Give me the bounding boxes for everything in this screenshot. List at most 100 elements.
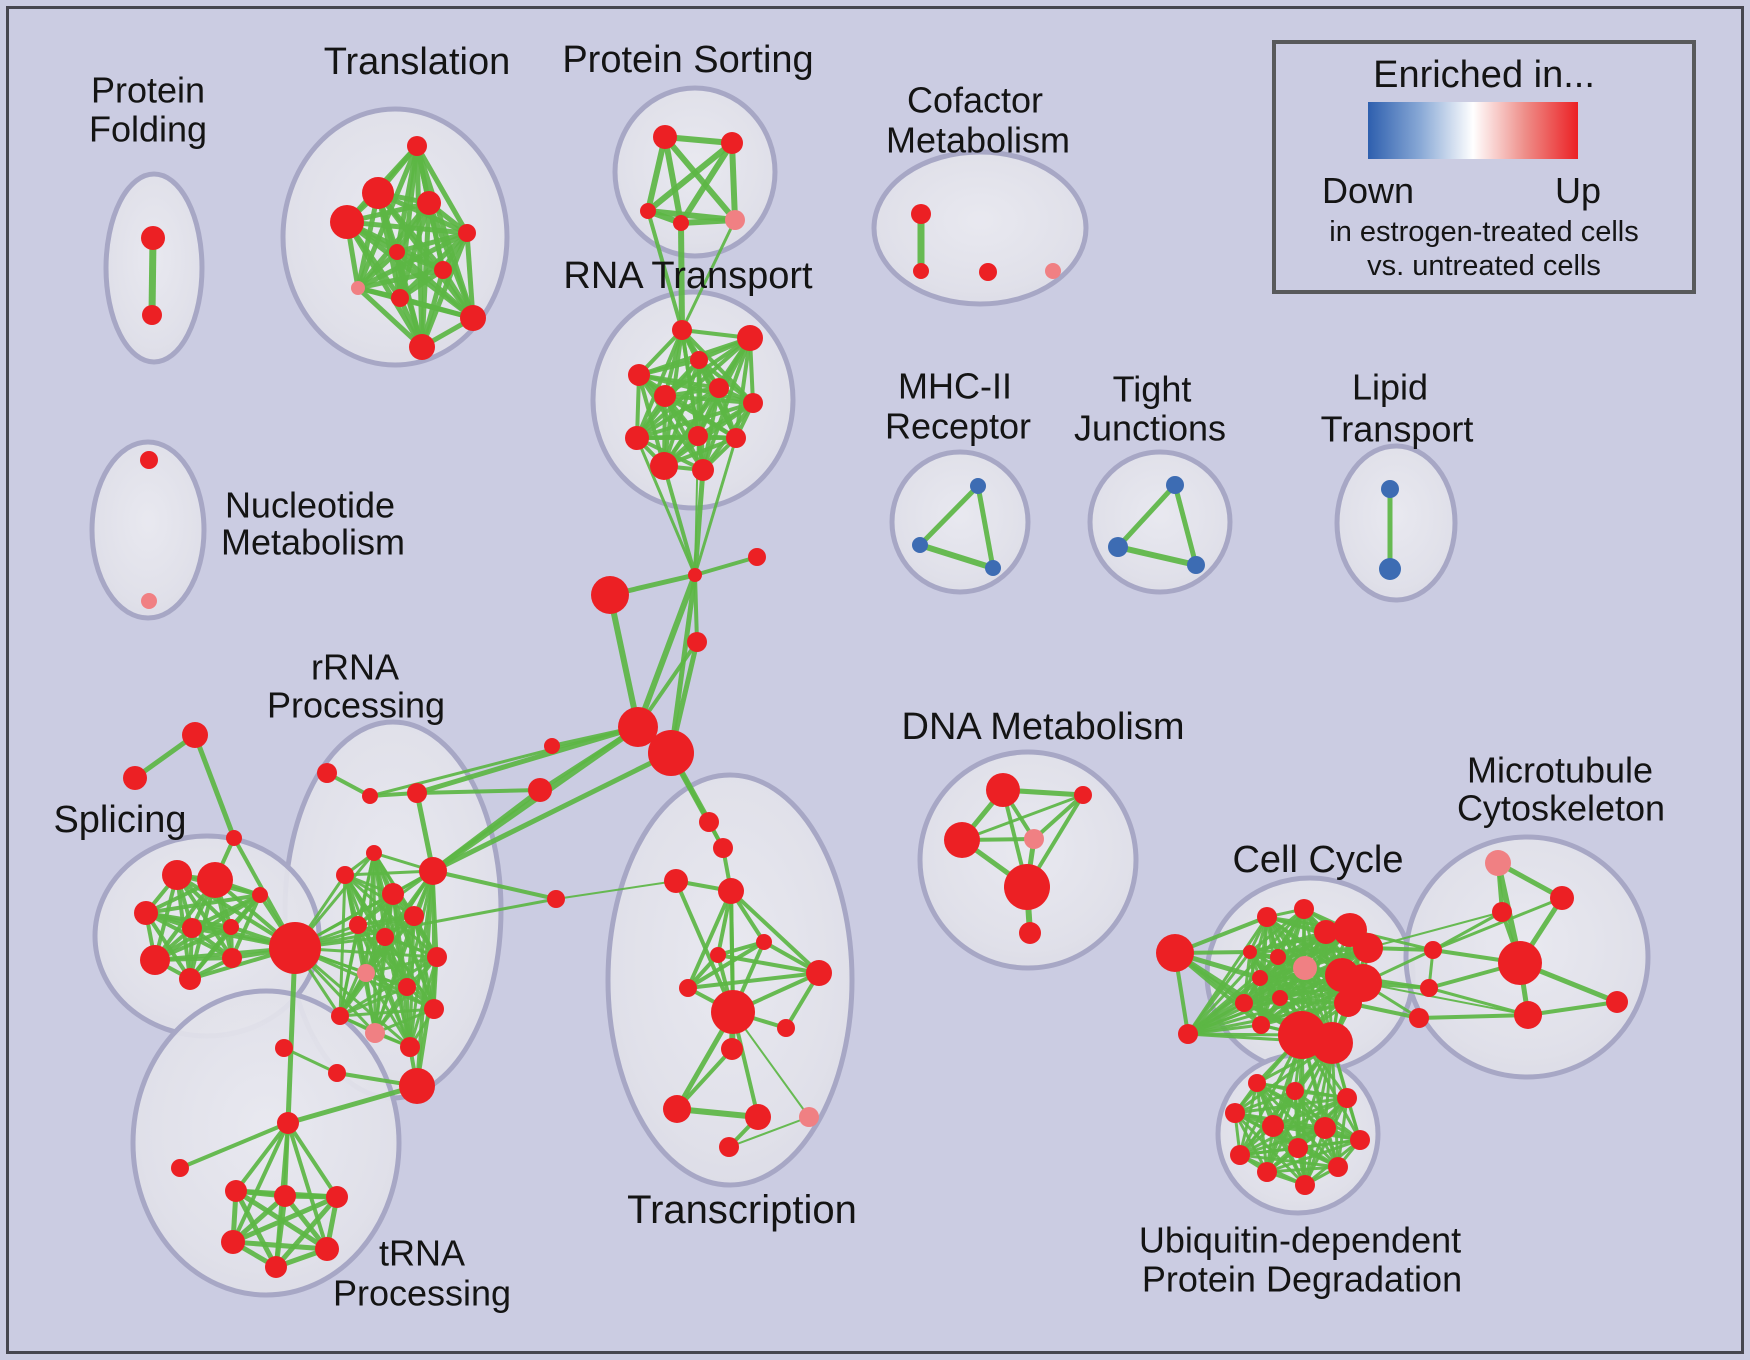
node-s3[interactable] <box>673 215 689 231</box>
node-X1[interactable] <box>544 738 560 754</box>
node-q6[interactable] <box>404 906 424 926</box>
node-e1[interactable] <box>944 822 980 858</box>
node-q2[interactable] <box>407 783 427 803</box>
node-b0[interactable] <box>1424 941 1442 959</box>
node-w2[interactable] <box>1337 1088 1357 1108</box>
node-lp0[interactable] <box>1381 480 1399 498</box>
node-d2[interactable] <box>664 869 688 893</box>
node-t10[interactable] <box>409 334 435 360</box>
node-cf2[interactable] <box>979 263 997 281</box>
node-g7[interactable] <box>265 1256 287 1278</box>
node-r3[interactable] <box>628 364 650 386</box>
node-k0[interactable] <box>1156 934 1194 972</box>
node-X3[interactable] <box>528 778 552 802</box>
node-cf0[interactable] <box>911 204 931 224</box>
node-g1[interactable] <box>171 1159 189 1177</box>
node-s2[interactable] <box>640 203 656 219</box>
node-m1[interactable] <box>912 537 928 553</box>
node-q4[interactable] <box>336 866 354 884</box>
node-r11[interactable] <box>692 459 714 481</box>
node-sph[interactable] <box>269 922 321 974</box>
node-g3[interactable] <box>274 1185 296 1207</box>
node-k16[interactable] <box>1334 989 1362 1017</box>
node-t7[interactable] <box>351 281 365 295</box>
node-k8[interactable] <box>1272 990 1288 1006</box>
node-M4[interactable] <box>687 632 707 652</box>
node-t5[interactable] <box>389 244 405 260</box>
node-m0[interactable] <box>970 478 986 494</box>
node-t8[interactable] <box>391 289 409 307</box>
node-j0[interactable] <box>1166 476 1184 494</box>
node-q10[interactable] <box>398 978 416 996</box>
node-q0[interactable] <box>317 763 337 783</box>
node-w5[interactable] <box>1314 1117 1336 1139</box>
node-M2[interactable] <box>748 548 766 566</box>
node-w8[interactable] <box>1288 1138 1308 1158</box>
node-k7[interactable] <box>1235 994 1253 1012</box>
node-b2[interactable] <box>1409 1008 1429 1028</box>
node-k10[interactable] <box>1178 1024 1198 1044</box>
node-k9[interactable] <box>1252 1016 1270 1034</box>
node-q13[interactable] <box>365 1023 385 1043</box>
node-q17[interactable] <box>275 1039 293 1057</box>
node-g2[interactable] <box>225 1180 247 1202</box>
node-w3[interactable] <box>1225 1103 1245 1123</box>
node-f1[interactable] <box>123 766 147 790</box>
node-k5[interactable] <box>1293 956 1317 980</box>
node-e4[interactable] <box>1004 864 1050 910</box>
node-d5[interactable] <box>710 947 726 963</box>
node-s4[interactable] <box>725 210 745 230</box>
node-t0[interactable] <box>407 136 427 156</box>
node-k3[interactable] <box>1243 945 1257 959</box>
node-p8[interactable] <box>252 887 268 903</box>
node-k12[interactable] <box>1314 920 1338 944</box>
node-d14[interactable] <box>719 1137 739 1157</box>
node-X2[interactable] <box>547 890 565 908</box>
node-p7[interactable] <box>222 948 242 968</box>
node-g0[interactable] <box>277 1112 299 1134</box>
node-q14[interactable] <box>357 964 375 982</box>
node-r9[interactable] <box>726 428 746 448</box>
node-H2[interactable] <box>648 730 694 776</box>
node-b1[interactable] <box>1420 979 1438 997</box>
node-d0[interactable] <box>699 812 719 832</box>
node-H1[interactable] <box>618 707 658 747</box>
node-pf0[interactable] <box>141 226 165 250</box>
node-p6[interactable] <box>179 968 201 990</box>
node-t3[interactable] <box>330 205 364 239</box>
node-pf1[interactable] <box>142 305 162 325</box>
node-v5[interactable] <box>1514 1001 1542 1029</box>
node-q7[interactable] <box>349 916 367 934</box>
node-t9[interactable] <box>460 305 486 331</box>
node-s0[interactable] <box>653 125 677 149</box>
node-v4[interactable] <box>1606 991 1628 1013</box>
node-p2[interactable] <box>134 901 158 925</box>
node-q19[interactable] <box>399 1068 435 1104</box>
node-k13[interactable] <box>1353 933 1383 963</box>
node-M3[interactable] <box>591 576 629 614</box>
node-r0[interactable] <box>672 320 692 340</box>
node-M1[interactable] <box>688 568 702 582</box>
node-q11[interactable] <box>424 999 444 1019</box>
node-q8[interactable] <box>376 928 394 946</box>
node-r7[interactable] <box>625 426 649 450</box>
node-e2[interactable] <box>1074 786 1092 804</box>
node-cf1[interactable] <box>913 263 929 279</box>
node-q16[interactable] <box>400 1037 420 1057</box>
node-r1[interactable] <box>737 325 763 351</box>
node-v1[interactable] <box>1550 886 1574 910</box>
node-d11[interactable] <box>663 1095 691 1123</box>
node-r10[interactable] <box>650 452 678 480</box>
node-p3[interactable] <box>182 918 202 938</box>
node-d9[interactable] <box>711 990 755 1034</box>
node-r6[interactable] <box>743 393 763 413</box>
node-p5[interactable] <box>140 945 170 975</box>
node-lp1[interactable] <box>1379 558 1401 580</box>
node-p0[interactable] <box>162 860 192 890</box>
node-g4[interactable] <box>326 1186 348 1208</box>
node-cf3[interactable] <box>1045 263 1061 279</box>
node-d8[interactable] <box>777 1019 795 1037</box>
node-d7[interactable] <box>806 960 832 986</box>
node-r4[interactable] <box>709 378 729 398</box>
node-k6[interactable] <box>1252 970 1268 986</box>
